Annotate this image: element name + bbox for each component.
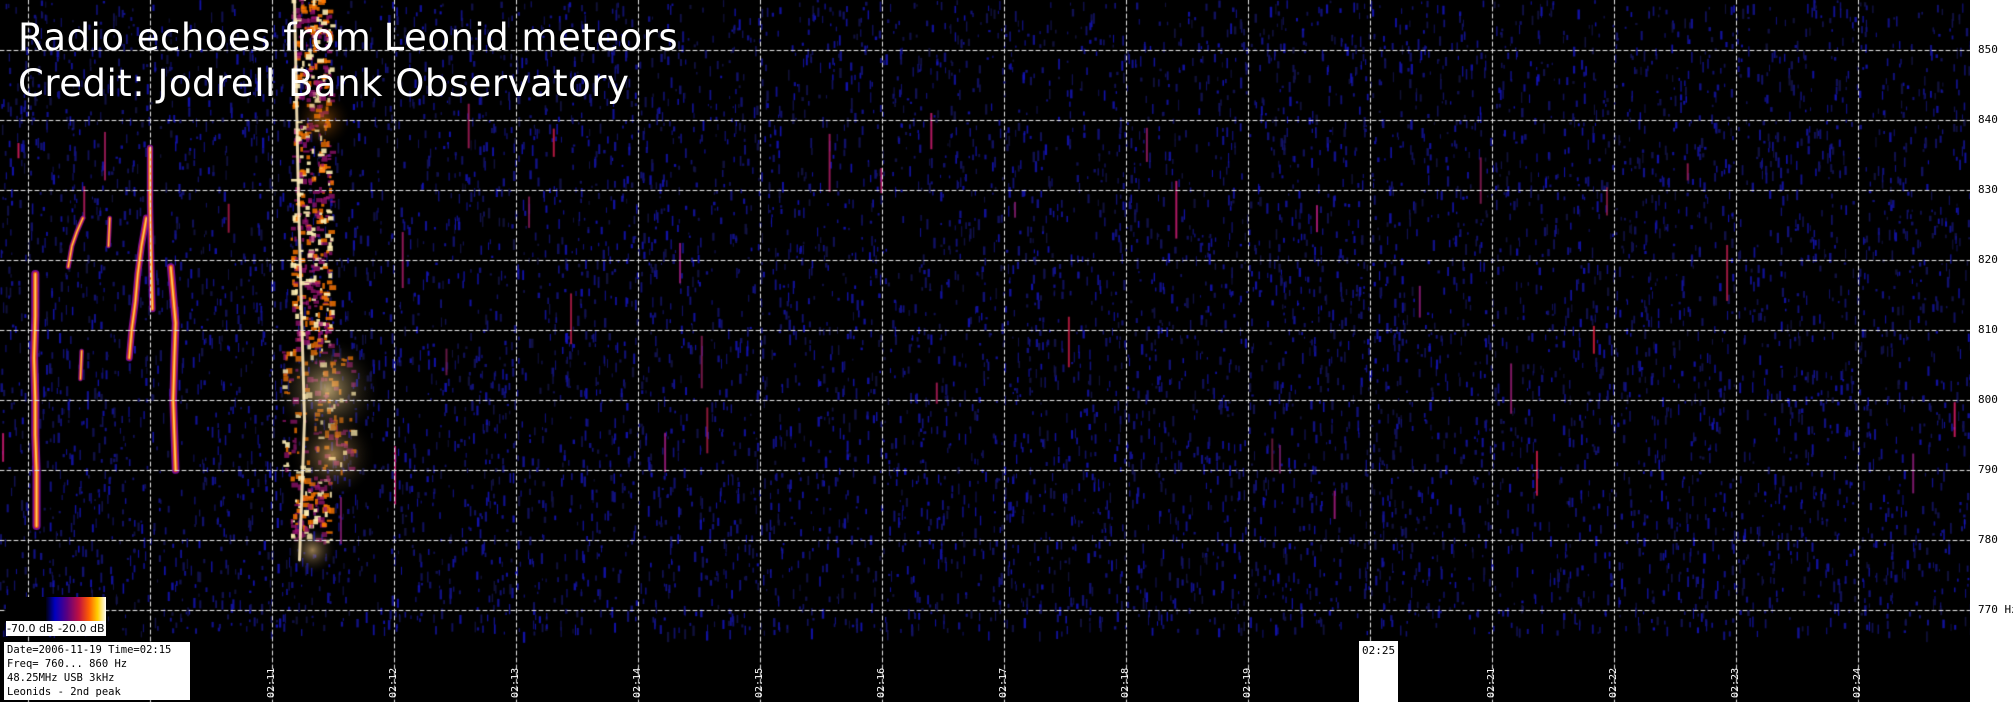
info-event-line: Leonids - 2nd peak — [7, 686, 121, 698]
chart-title: Radio echoes from Leonid meteors — [18, 16, 679, 59]
x-tick-label: 02:18 — [1120, 667, 1131, 698]
info-receiver-line: 48.25MHz USB 3kHz — [7, 672, 115, 684]
colorbar-max-label: -20.0 dB — [58, 622, 105, 635]
y-tick-label: 830 — [1978, 183, 1998, 196]
y-tick-label: 790 — [1978, 463, 1998, 476]
colorbar-min-label: -70.0 dB — [7, 622, 54, 635]
x-tick-label: 02:14 — [632, 667, 643, 698]
y-tick-label: 770 Hz — [1978, 603, 2013, 616]
x-tick-label: 02:11 — [266, 667, 277, 698]
highlighted-time-box — [1359, 641, 1398, 702]
x-tick-label: 02:21 — [1486, 667, 1497, 698]
x-tick-label: 02:22 — [1608, 667, 1619, 698]
x-tick-label: 02:17 — [998, 667, 1009, 698]
frequency-axis — [1970, 0, 2013, 702]
x-tick-label: 02:16 — [876, 667, 887, 698]
info-date-line: Date=2006-11-19 Time=02:15 — [7, 644, 172, 656]
x-tick-label: 02:19 — [1242, 667, 1253, 698]
y-tick-label: 810 — [1978, 323, 1998, 336]
highlighted-time-label: 02:25 — [1362, 644, 1396, 657]
x-tick-label: 02:12 — [388, 667, 399, 698]
colorbar-gradient — [46, 597, 106, 621]
colorbar-legend: -70.0 dB -20.0 dB — [6, 597, 106, 636]
y-tick-label: 820 — [1978, 253, 1998, 266]
y-tick-label: 800 — [1978, 393, 1998, 406]
x-tick-label: 02:23 — [1730, 667, 1741, 698]
x-tick-label: 02:24 — [1852, 667, 1863, 698]
y-tick-label: 780 — [1978, 533, 1998, 546]
x-tick-label: 02:15 — [754, 667, 765, 698]
x-tick-label: 02:13 — [510, 667, 521, 698]
colorbar-low-swatch — [6, 597, 46, 621]
info-freq-line: Freq= 760... 860 Hz — [7, 658, 128, 670]
y-tick-label: 850 — [1978, 43, 1998, 56]
chart-credit: Credit: Jodrell Bank Observatory — [18, 62, 630, 105]
info-box: Date=2006-11-19 Time=02:15 Freq= 760... … — [4, 642, 190, 700]
y-tick-label: 840 — [1978, 113, 1998, 126]
